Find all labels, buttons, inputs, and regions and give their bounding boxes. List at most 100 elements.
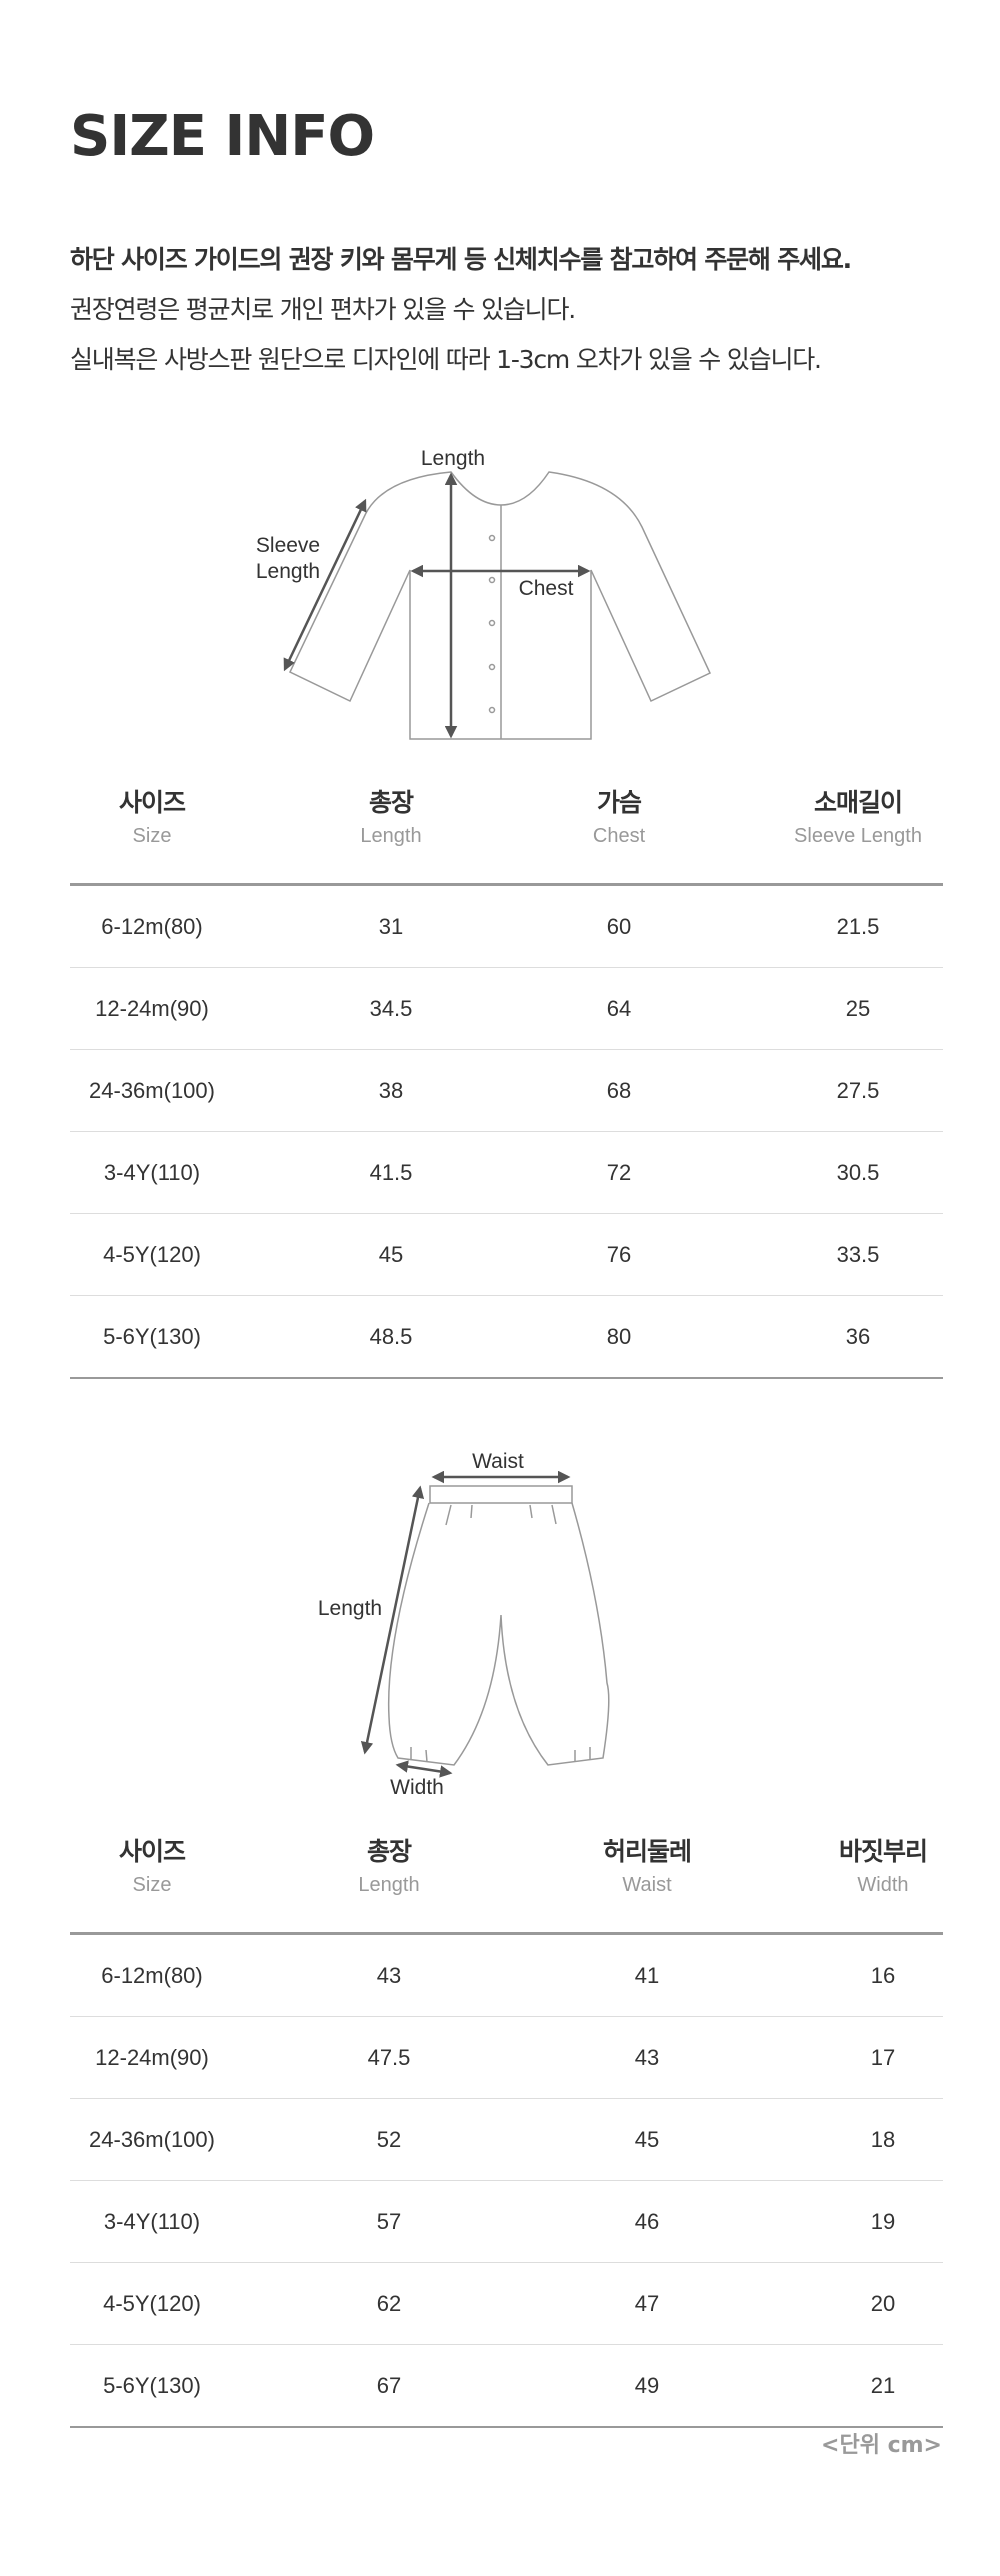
table-cell: 43	[376, 1962, 402, 1988]
width-label: Width	[390, 1776, 444, 1799]
pants-outline-icon	[387, 1485, 610, 1766]
table-row: 3-4Y(110) 57 46 19	[70, 2181, 943, 2263]
table-cell: 19	[870, 2208, 896, 2234]
table-cell: 45	[378, 1241, 404, 1267]
table-cell: 12-24m(90)	[95, 2044, 209, 2070]
table-row: 6-12m(80) 31 60 21.5	[70, 886, 943, 968]
table-cell: 21	[870, 2372, 896, 2398]
column-header-en: Length	[358, 1874, 420, 1896]
column-header-en: Waist	[622, 1874, 672, 1896]
table-cell: 18	[870, 2126, 896, 2152]
table-cell: 64	[606, 995, 632, 1021]
top-garment-diagram: Length Sleeve Length Chest	[256, 447, 711, 740]
table-cell: 6-12m(80)	[101, 1962, 203, 1988]
table-cell: 47.5	[367, 2044, 411, 2070]
table-cell: 60	[606, 913, 632, 939]
bottom-size-table: 사이즈 Size 총장 Length 허리둘레 Waist 바짓부리 Width 6-12m(8…	[70, 1832, 943, 2428]
unit-label: <단위 cm>	[821, 2433, 942, 2458]
table-row: 5-6Y(130) 48.5 80 36	[70, 1296, 943, 1379]
column-header: 총장 Length	[360, 783, 421, 848]
table-cell: 38	[378, 1077, 404, 1103]
table-cell: 4-5Y(120)	[103, 1241, 201, 1267]
sleeve-label: Sleeve	[256, 534, 320, 557]
table-cell: 72	[606, 1159, 632, 1185]
table-row: 3-4Y(110) 41.5 72 30.5	[70, 1132, 943, 1214]
table-row: 12-24m(90) 47.5 43 17	[70, 2017, 943, 2099]
table-cell: 24-36m(100)	[89, 2126, 215, 2152]
waist-label: Waist	[472, 1450, 524, 1473]
column-header-ko: 사이즈	[118, 1837, 186, 1866]
table-cell: 68	[606, 1077, 632, 1103]
column-header: 허리둘레 Waist	[602, 1832, 692, 1897]
column-header-ko: 가슴	[596, 788, 642, 817]
column-header-en: Chest	[592, 825, 646, 847]
table-header: 사이즈 Size 총장 Length 가슴 Chest 소매길이 Sleeve Length	[70, 783, 943, 883]
table-cell: 30.5	[836, 1159, 880, 1185]
column-header-ko: 총장	[368, 788, 414, 817]
table-row: 24-36m(100) 52 45 18	[70, 2099, 943, 2181]
table-cell: 25	[845, 995, 871, 1021]
intro-line: 하단 사이즈 가이드의 권장 키와 몸무게 등 신체치수를 참고하여 주문해 주…	[70, 245, 852, 274]
table-cell: 12-24m(90)	[95, 995, 209, 1021]
column-header-ko: 바짓부리	[838, 1837, 928, 1866]
table-cell: 31	[378, 913, 404, 939]
table-cell: 41	[634, 1962, 660, 1988]
intro-line: 권장연령은 평균치로 개인 편차가 있을 수 있습니다.	[70, 295, 576, 324]
table-row: 5-6Y(130) 67 49 21	[70, 2345, 943, 2428]
table-row: 6-12m(80) 43 41 16	[70, 1935, 943, 2017]
shirt-outline-icon	[289, 471, 711, 740]
table-cell: 46	[634, 2208, 660, 2234]
page-title: SIZE INFO	[70, 104, 375, 169]
table-cell: 21.5	[836, 913, 880, 939]
table-cell: 57	[376, 2208, 402, 2234]
sleeve-arrow-icon	[283, 498, 367, 672]
length-label: Length	[318, 1597, 382, 1620]
table-cell: 80	[606, 1323, 632, 1349]
table-row: 4-5Y(120) 45 76 33.5	[70, 1214, 943, 1296]
table-cell: 6-12m(80)	[101, 913, 203, 939]
table-cell: 36	[845, 1323, 871, 1349]
table-cell: 16	[870, 1962, 896, 1988]
column-header: 총장 Length	[358, 1832, 419, 1897]
length-arrow-icon	[360, 1485, 425, 1755]
column-header-ko: 허리둘레	[602, 1837, 692, 1866]
column-header: 가슴 Chest	[593, 783, 645, 848]
column-header: 사이즈 Size	[118, 783, 186, 848]
column-header-en: Size	[132, 1874, 172, 1896]
table-cell: 43	[634, 2044, 660, 2070]
header-divider	[70, 1932, 943, 1935]
column-header: 사이즈 Size	[118, 1832, 186, 1897]
sleeve-label: Length	[256, 560, 320, 583]
table-cell: 17	[870, 2044, 896, 2070]
column-header-en: Length	[360, 825, 422, 847]
column-header-en: Width	[857, 1874, 909, 1896]
top-size-table: 사이즈 Size 총장 Length 가슴 Chest 소매길이 Sleeve Length 6…	[70, 783, 943, 1379]
width-arrow-icon	[395, 1760, 453, 1778]
chest-label: Chest	[519, 577, 574, 600]
table-cell: 3-4Y(110)	[103, 2208, 201, 2234]
table-cell: 49	[634, 2372, 660, 2398]
column-header: 바짓부리 Width	[838, 1832, 928, 1897]
bottom-garment-diagram: Waist Length Width	[318, 1450, 610, 1799]
table-header: 사이즈 Size 총장 Length 허리둘레 Waist 바짓부리 Width	[70, 1832, 943, 1932]
table-cell: 24-36m(100)	[89, 1077, 215, 1103]
table-cell: 76	[606, 1241, 632, 1267]
column-header-en: Size	[132, 825, 172, 847]
header-divider	[70, 883, 943, 886]
column-header-ko: 사이즈	[118, 788, 186, 817]
table-cell: 62	[376, 2290, 402, 2316]
table-row: 12-24m(90) 34.5 64 25	[70, 968, 943, 1050]
table-cell: 27.5	[836, 1077, 880, 1103]
length-label: Length	[421, 447, 485, 470]
column-header-ko: 총장	[366, 1837, 412, 1866]
column-header-ko: 소매길이	[813, 788, 903, 817]
table-cell: 5-6Y(130)	[103, 1323, 201, 1349]
table-cell: 48.5	[369, 1323, 413, 1349]
table-cell: 20	[870, 2290, 896, 2316]
table-cell: 67	[376, 2372, 402, 2398]
table-cell: 4-5Y(120)	[103, 2290, 201, 2316]
table-cell: 47	[634, 2290, 660, 2316]
table-row: 4-5Y(120) 62 47 20	[70, 2263, 943, 2345]
table-cell: 5-6Y(130)	[103, 2372, 201, 2398]
table-cell: 52	[376, 2126, 402, 2152]
